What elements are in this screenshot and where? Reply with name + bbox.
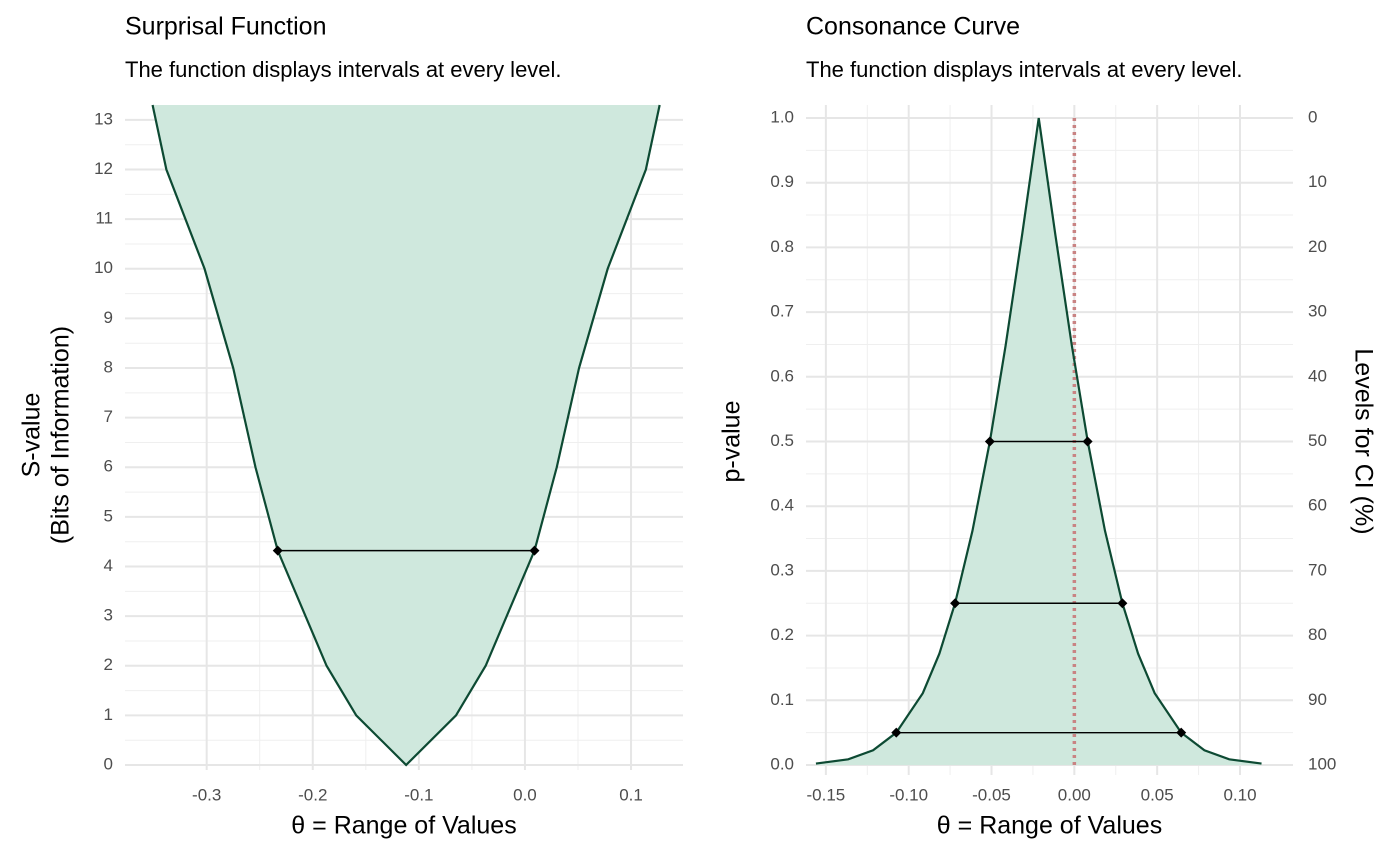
y2-tick-label: 60 xyxy=(1308,496,1327,515)
interval-endpoint xyxy=(984,436,995,447)
y-tick-label: 0.7 xyxy=(770,302,794,321)
x-tick-label: -0.15 xyxy=(807,785,846,804)
y-tick-label: 11 xyxy=(95,209,113,228)
y-tick-label: 0.2 xyxy=(770,625,794,644)
x-tick-label: 0.05 xyxy=(1141,785,1174,804)
x-tick-label: -0.3 xyxy=(192,785,221,804)
interval-endpoint xyxy=(891,727,902,738)
y2-tick-label: 0 xyxy=(1308,107,1317,126)
y-tick-label: 1 xyxy=(104,705,113,724)
y2-tick-label: 40 xyxy=(1308,366,1327,385)
y-tick-label: 7 xyxy=(104,407,113,426)
y-tick-label: 6 xyxy=(104,457,113,476)
x-tick-label: -0.1 xyxy=(404,785,433,804)
x-axis-title: θ = Range of Values xyxy=(291,812,516,840)
chart-subtitle: The function displays intervals at every… xyxy=(125,57,562,82)
y-tick-label: 12 xyxy=(94,159,113,178)
interval-endpoint xyxy=(272,545,283,556)
y-tick-label: 0.3 xyxy=(770,560,794,579)
y-tick-label: 0.6 xyxy=(770,366,794,385)
y-tick-label: 8 xyxy=(104,357,113,376)
chart-title: Consonance Curve xyxy=(806,13,1020,41)
y-tick-label: 0.5 xyxy=(770,431,794,450)
y2-tick-label: 30 xyxy=(1308,302,1327,321)
y-tick-label: 0.4 xyxy=(770,496,794,515)
x-tick-label: 0.1 xyxy=(619,785,643,804)
curve xyxy=(815,117,1262,765)
curve xyxy=(151,104,661,767)
x-axis-title: θ = Range of Values xyxy=(937,812,1162,840)
interval-endpoint xyxy=(1082,436,1093,447)
y2-tick-label: 80 xyxy=(1308,625,1327,644)
y-axis-title: p-value xyxy=(718,401,746,483)
y-tick-label: 0.1 xyxy=(770,690,794,709)
y2-tick-label: 20 xyxy=(1308,237,1327,256)
y-tick-label: 3 xyxy=(104,606,113,625)
y-tick-label: 4 xyxy=(104,556,113,575)
interval-endpoint xyxy=(1117,598,1128,609)
x-tick-label: 0.00 xyxy=(1058,785,1091,804)
y2-tick-label: 100 xyxy=(1308,754,1336,773)
y-tick-label: 0.8 xyxy=(770,237,794,256)
y-tick-label: 5 xyxy=(104,506,113,525)
y2-tick-label: 50 xyxy=(1308,431,1327,450)
y-tick-label: 9 xyxy=(104,308,113,327)
y-tick-label: 0.0 xyxy=(770,754,794,773)
y-axis-title: S-value xyxy=(18,393,46,478)
x-tick-label: -0.2 xyxy=(298,785,327,804)
y-tick-label: 1.0 xyxy=(770,107,794,126)
area-fill xyxy=(152,105,660,765)
y-tick-label: 2 xyxy=(104,655,113,674)
y-tick-label: 13 xyxy=(94,109,113,128)
x-tick-label: -0.10 xyxy=(889,785,928,804)
y2-tick-label: 90 xyxy=(1308,690,1327,709)
x-tick-label: -0.05 xyxy=(972,785,1011,804)
interval-endpoint xyxy=(1176,727,1187,738)
interval-endpoint xyxy=(950,598,961,609)
y-tick-label: 0.9 xyxy=(770,172,794,191)
interval-endpoint xyxy=(529,545,540,556)
y-axis-title: (Bits of Information) xyxy=(47,326,75,544)
chart-subtitle: The function displays intervals at every… xyxy=(806,57,1243,82)
y2-tick-label: 70 xyxy=(1308,560,1327,579)
y2-tick-label: 10 xyxy=(1308,172,1327,191)
x-tick-label: 0.10 xyxy=(1223,785,1256,804)
y-tick-label: 0 xyxy=(104,754,113,773)
y2-axis-title: Levels for CI (%) xyxy=(1349,348,1377,534)
x-tick-label: 0.0 xyxy=(513,785,537,804)
chart-title: Surprisal Function xyxy=(125,13,326,41)
y-tick-label: 10 xyxy=(94,258,113,277)
